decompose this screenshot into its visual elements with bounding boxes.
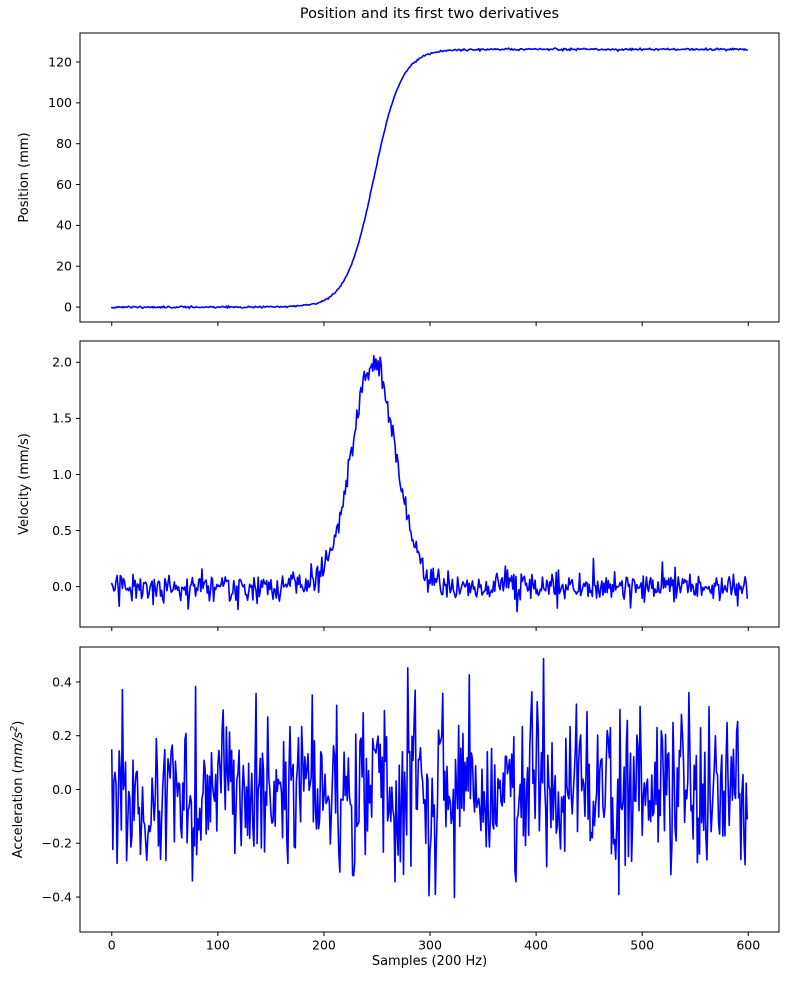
position-axis-label: Position (mm) xyxy=(17,132,32,222)
y-tick-label: 2.0 xyxy=(52,355,72,370)
velocity-subplot: 0.0 0.5 1.0 1.5 2.0 Velocity (mm/s) xyxy=(17,340,780,631)
y-tick-label: 1.5 xyxy=(52,411,72,426)
x-tick-label: 600 xyxy=(736,938,760,953)
y-tick-label: 20 xyxy=(56,259,72,274)
figure-title: Position and its first two derivatives xyxy=(299,6,560,22)
acceleration-axis-label: Acceleration (mm/s2) xyxy=(9,721,26,859)
x-axis-label: Samples (200 Hz) xyxy=(371,954,488,969)
x-tick-label: 400 xyxy=(524,938,548,953)
y-tick-label: −0.2 xyxy=(42,836,72,851)
x-tick-label: 100 xyxy=(206,938,230,953)
x-tick-label: 0 xyxy=(108,938,116,953)
y-tick-label: 0.0 xyxy=(52,782,72,797)
y-tick-label: 0 xyxy=(64,299,72,314)
y-tick-label: 0.4 xyxy=(52,674,72,689)
y-tick-label: 40 xyxy=(56,218,72,233)
y-tick-label: 0.0 xyxy=(52,579,72,594)
y-tick-label: 60 xyxy=(56,177,72,192)
y-tick-label: 80 xyxy=(56,136,72,151)
y-tick-label: 0.2 xyxy=(52,728,72,743)
x-tick-label: 500 xyxy=(630,938,654,953)
y-tick-label: 100 xyxy=(48,95,72,110)
position-subplot: 0 20 40 60 80 100 120 Position (mm) xyxy=(17,32,780,326)
velocity-axis-label: Velocity (mm/s) xyxy=(17,433,32,535)
y-tick-label: 1.0 xyxy=(52,467,72,482)
acceleration-subplot: 0 100 200 300 400 500 600 −0.4 −0.2 0.0 0.2 0.4 Acce… xyxy=(9,646,780,953)
position-line xyxy=(110,47,749,310)
x-tick-label: 300 xyxy=(418,938,442,953)
velocity-line xyxy=(110,354,749,613)
acceleration-line xyxy=(110,657,749,899)
x-tick-label: 200 xyxy=(312,938,336,953)
y-tick-label: 0.5 xyxy=(52,523,72,538)
velocity-spines xyxy=(79,340,780,628)
y-tick-label: 120 xyxy=(48,54,72,69)
y-tick-label: −0.4 xyxy=(42,889,72,904)
position-spines xyxy=(79,32,780,323)
